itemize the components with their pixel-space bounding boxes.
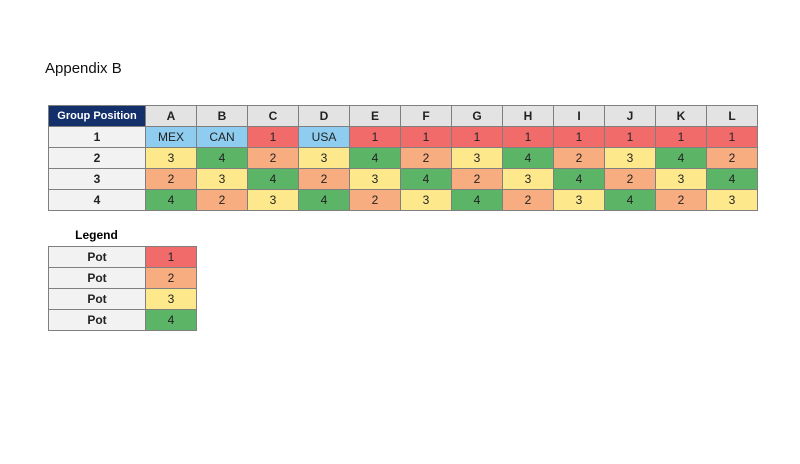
table-cell: 3: [706, 189, 758, 211]
row-label: 3: [48, 168, 146, 190]
column-header: K: [655, 105, 707, 127]
column-header: B: [196, 105, 248, 127]
legend-swatch: 3: [145, 288, 197, 310]
table-cell: 1: [553, 126, 605, 148]
row-label: 4: [48, 189, 146, 211]
table-cell: 2: [400, 147, 452, 169]
legend-swatch: 4: [145, 309, 197, 331]
table-cell: 4: [553, 168, 605, 190]
table-cell: 2: [553, 147, 605, 169]
table-cell: 4: [349, 147, 401, 169]
legend-label: Pot: [48, 288, 146, 310]
table-cell: 4: [451, 189, 503, 211]
table-cell: 1: [451, 126, 503, 148]
table-cell: 2: [502, 189, 554, 211]
legend-swatch: 1: [145, 246, 197, 268]
column-header: C: [247, 105, 299, 127]
table-cell: 3: [145, 147, 197, 169]
column-header: I: [553, 105, 605, 127]
table-cell: 2: [298, 168, 350, 190]
table-cell: 1: [604, 126, 656, 148]
table-cell: USA: [298, 126, 350, 148]
table-cell: 1: [349, 126, 401, 148]
table-cell: 2: [604, 168, 656, 190]
table-cell: 2: [196, 189, 248, 211]
header-corner: Group Position: [48, 105, 146, 127]
table-cell: 3: [655, 168, 707, 190]
column-header: A: [145, 105, 197, 127]
legend-swatch: 2: [145, 267, 197, 289]
table-cell: 3: [349, 168, 401, 190]
table-cell: 2: [349, 189, 401, 211]
table-cell: 3: [451, 147, 503, 169]
table-cell: 2: [247, 147, 299, 169]
table-cell: 4: [298, 189, 350, 211]
table-cell: 3: [604, 147, 656, 169]
table-cell: 4: [196, 147, 248, 169]
table-cell: 4: [400, 168, 452, 190]
table-cell: 2: [706, 147, 758, 169]
table-cell: CAN: [196, 126, 248, 148]
table-cell: 3: [298, 147, 350, 169]
column-header: E: [349, 105, 401, 127]
legend-label: Pot: [48, 246, 146, 268]
page-title: Appendix B: [45, 60, 122, 77]
legend-label: Pot: [48, 267, 146, 289]
table-cell: 4: [604, 189, 656, 211]
column-header: L: [706, 105, 758, 127]
table-cell: 1: [400, 126, 452, 148]
table-cell: 3: [196, 168, 248, 190]
legend-title: Legend: [75, 228, 118, 242]
table-cell: 4: [502, 147, 554, 169]
table-cell: 1: [655, 126, 707, 148]
column-header: G: [451, 105, 503, 127]
table-cell: 3: [553, 189, 605, 211]
table-cell: 3: [247, 189, 299, 211]
row-label: 1: [48, 126, 146, 148]
table-cell: 1: [706, 126, 758, 148]
column-header: J: [604, 105, 656, 127]
table-cell: 2: [145, 168, 197, 190]
legend-label: Pot: [48, 309, 146, 331]
table-cell: 1: [502, 126, 554, 148]
column-header: F: [400, 105, 452, 127]
table-cell: 2: [451, 168, 503, 190]
table-cell: 3: [502, 168, 554, 190]
table-cell: 3: [400, 189, 452, 211]
column-header: H: [502, 105, 554, 127]
table-cell: 4: [145, 189, 197, 211]
table-cell: MEX: [145, 126, 197, 148]
column-header: D: [298, 105, 350, 127]
table-cell: 1: [247, 126, 299, 148]
table-cell: 2: [655, 189, 707, 211]
table-cell: 4: [706, 168, 758, 190]
table-cell: 4: [247, 168, 299, 190]
table-cell: 4: [655, 147, 707, 169]
row-label: 2: [48, 147, 146, 169]
